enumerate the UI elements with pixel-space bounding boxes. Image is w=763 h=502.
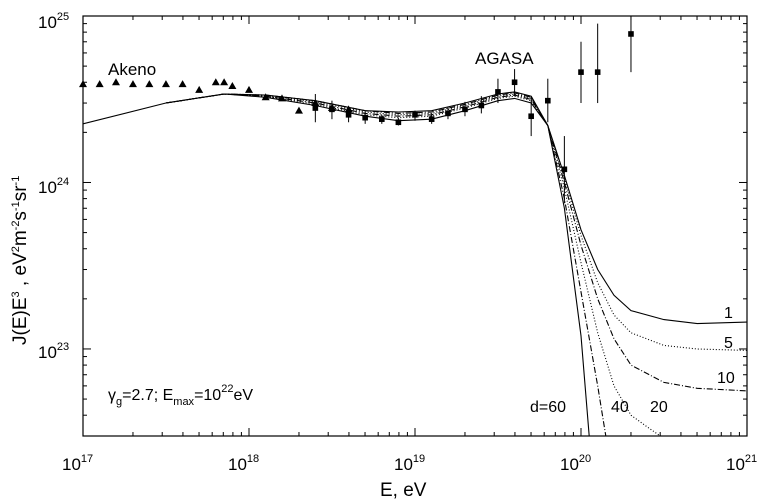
agasa-point [345, 111, 352, 118]
akeno-point [145, 80, 154, 88]
agasa-point [412, 111, 418, 118]
akeno-point [161, 80, 170, 88]
x-tick-label: 1020 [560, 453, 591, 474]
parameter-label: γg=2.7; Emax=1022eV [108, 383, 253, 408]
akeno-label: Akeno [108, 60, 156, 79]
agasa-point [478, 102, 485, 109]
curve-label-40: 40 [611, 399, 629, 416]
agasa-point [379, 116, 385, 122]
akeno-point [95, 80, 104, 88]
akeno-point [111, 78, 120, 86]
agasa-point [578, 69, 584, 75]
plot-frame [82, 15, 748, 437]
x-tick-label: 1017 [62, 453, 93, 474]
akeno-point [220, 78, 229, 86]
agasa-point [545, 97, 551, 104]
model-curve [165, 93, 747, 392]
agasa-point [495, 89, 501, 95]
akeno-point [277, 94, 286, 102]
akeno-point [178, 80, 187, 88]
akeno-point [211, 78, 220, 86]
agasa-point [594, 69, 601, 75]
agasa-point [445, 110, 451, 117]
akeno-point [294, 106, 303, 114]
y-axis-title: J(E)E3 , eV2m-2s-1sr-1 [10, 176, 31, 345]
axis-ticks [82, 15, 748, 437]
agasa-point [628, 31, 634, 37]
curve-label-1: 1 [724, 305, 733, 322]
curve-label-d60: d=60 [530, 399, 566, 416]
y-tick-label: 1025 [38, 11, 69, 32]
akeno-point [261, 93, 270, 101]
x-tick-label: 1018 [228, 453, 259, 474]
y-tick-label: 1023 [38, 341, 69, 362]
agasa-point [462, 106, 468, 113]
akeno-point [195, 85, 204, 93]
akeno-point [245, 85, 253, 93]
model-curve [165, 93, 747, 351]
agasa-point [528, 113, 534, 120]
model-curves [83, 91, 747, 436]
x-tick-label: 1019 [394, 453, 425, 474]
x-axis-title: E, eV [380, 480, 427, 501]
agasa-point [428, 116, 435, 122]
agasa-point [312, 105, 319, 111]
y-tick-label: 1024 [38, 176, 69, 197]
curve-label-5: 5 [724, 335, 733, 352]
curve-label-10: 10 [717, 370, 735, 387]
agasa-label: AGASA [475, 49, 534, 68]
agasa-point [395, 119, 402, 126]
agasa-point [511, 79, 518, 86]
agasa-point [561, 166, 568, 173]
x-tick-label: 1021 [726, 453, 757, 474]
akeno-point [128, 80, 137, 88]
akeno-point [228, 81, 237, 89]
data-points [79, 16, 634, 204]
curve-label-20: 20 [650, 399, 668, 416]
agasa-point [362, 114, 368, 121]
agasa-point [329, 106, 335, 113]
model-curve [83, 93, 747, 325]
